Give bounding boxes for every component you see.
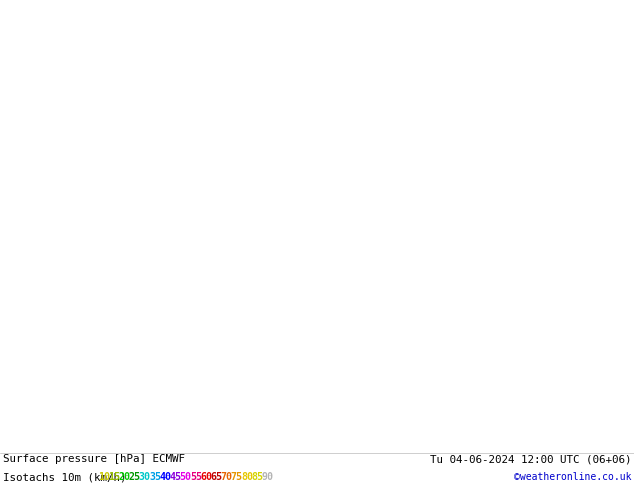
Text: 20: 20 (119, 472, 131, 482)
Text: Surface pressure [hPa] ECMWF: Surface pressure [hPa] ECMWF (3, 454, 185, 464)
Text: 85: 85 (251, 472, 263, 482)
Text: 75: 75 (231, 472, 243, 482)
Text: 60: 60 (200, 472, 212, 482)
Text: 40: 40 (159, 472, 171, 482)
Text: 10: 10 (98, 472, 110, 482)
Text: 80: 80 (241, 472, 253, 482)
Text: 30: 30 (139, 472, 151, 482)
Text: 35: 35 (149, 472, 161, 482)
Text: 15: 15 (108, 472, 120, 482)
Text: ©weatheronline.co.uk: ©weatheronline.co.uk (515, 472, 632, 482)
Text: 45: 45 (169, 472, 181, 482)
Text: 65: 65 (210, 472, 223, 482)
Text: 55: 55 (190, 472, 202, 482)
Text: 25: 25 (129, 472, 141, 482)
Text: Tu 04-06-2024 12:00 UTC (06+06): Tu 04-06-2024 12:00 UTC (06+06) (430, 454, 632, 464)
Text: 50: 50 (179, 472, 191, 482)
Text: 70: 70 (221, 472, 233, 482)
Text: 90: 90 (261, 472, 273, 482)
Text: Isotachs 10m (km/h): Isotachs 10m (km/h) (3, 472, 127, 482)
